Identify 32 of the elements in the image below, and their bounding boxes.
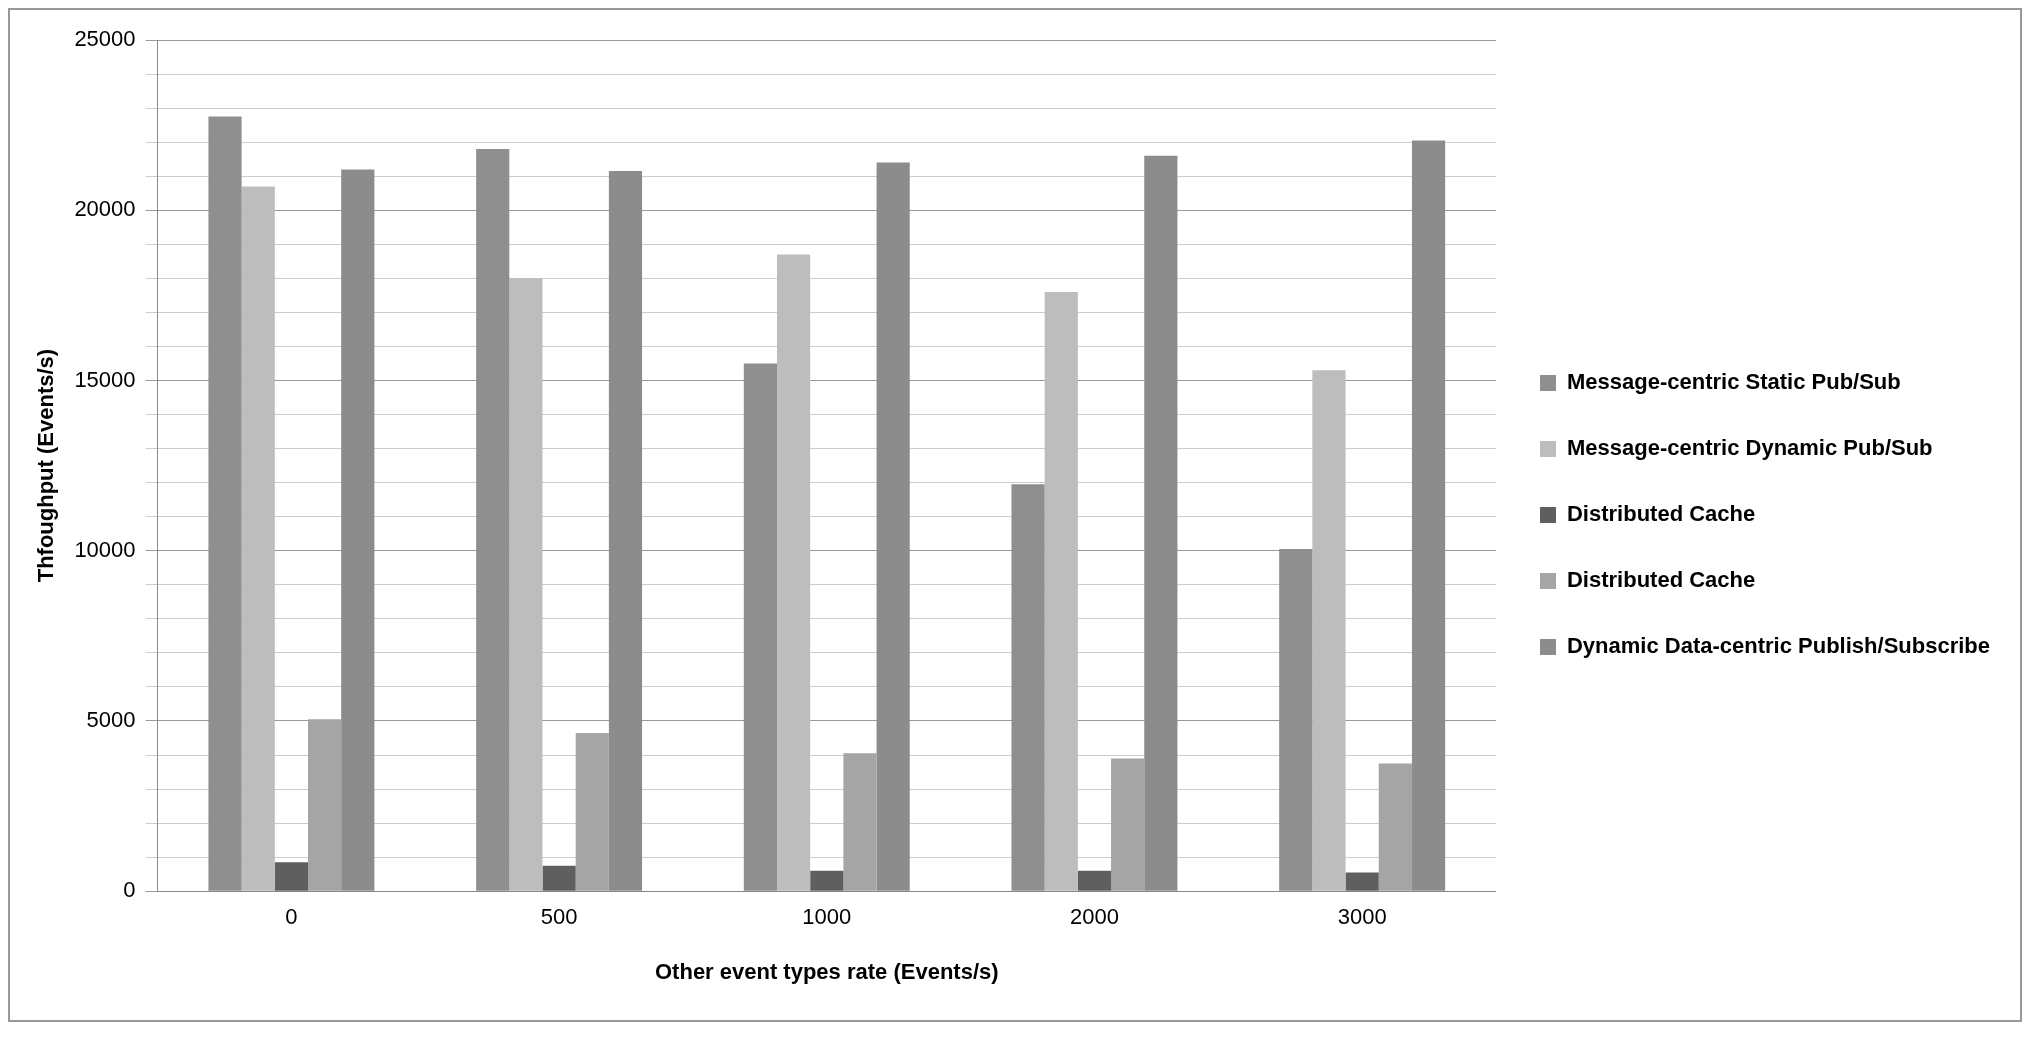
- bar: [509, 278, 543, 891]
- legend-label: Message-centric Static Pub/Sub: [1566, 369, 1901, 395]
- bar: [542, 865, 576, 891]
- bar: [843, 753, 877, 891]
- bar: [1044, 291, 1078, 891]
- y-tick-label: 5000: [86, 707, 136, 733]
- x-tick-label: 0: [285, 904, 298, 930]
- bar: [776, 254, 811, 891]
- x-tick-label: 3000: [1337, 904, 1387, 930]
- x-axis-title: Other event types rate (Events/s): [654, 958, 999, 984]
- y-tick-label: 0: [123, 877, 136, 903]
- x-tick-label: 500: [540, 904, 578, 930]
- legend-label: Message-centric Dynamic Pub/Sub: [1566, 435, 1933, 461]
- bar: [1378, 763, 1412, 891]
- bar: [575, 732, 609, 891]
- bar: [241, 186, 275, 891]
- x-tick-label: 2000: [1069, 904, 1119, 930]
- bar: [1111, 758, 1145, 891]
- y-tick-label: 15000: [74, 366, 136, 392]
- legend-label: Dynamic Data-centric Publish/Subscribe: [1566, 633, 1991, 659]
- bar: [1077, 870, 1112, 891]
- y-tick-label: 25000: [74, 26, 136, 52]
- x-tick-label: 1000: [802, 904, 852, 930]
- y-tick-label: 10000: [74, 536, 136, 562]
- bar: [1345, 872, 1379, 891]
- y-axis-title: Thfoughput (Events/s): [33, 348, 59, 583]
- bar: [274, 862, 309, 891]
- bar: [810, 870, 844, 891]
- bar: [1312, 370, 1346, 891]
- legend-label: Distributed Cache: [1566, 567, 1756, 593]
- legend-label: Distributed Cache: [1566, 501, 1756, 527]
- y-tick-label: 20000: [74, 196, 136, 222]
